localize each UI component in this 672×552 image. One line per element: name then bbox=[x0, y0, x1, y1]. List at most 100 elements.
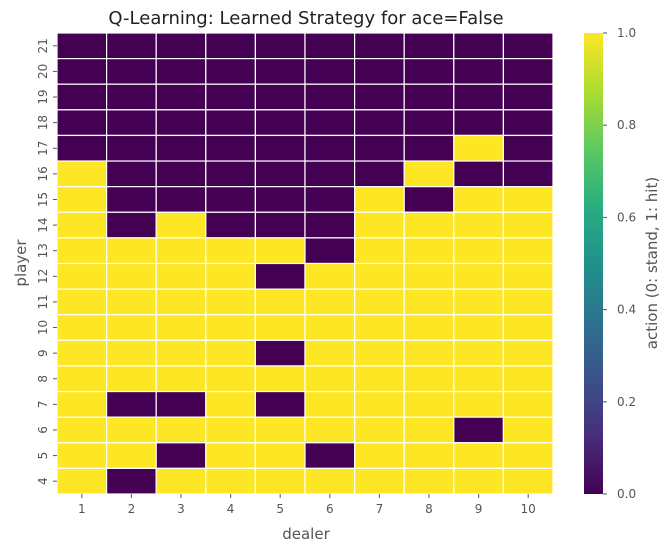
y-tick-label: 9 bbox=[36, 349, 50, 357]
heatmap-cell bbox=[354, 237, 405, 265]
heatmap-cell bbox=[304, 288, 356, 316]
x-tick-label: 2 bbox=[128, 502, 136, 516]
heatmap-cell bbox=[155, 83, 207, 111]
heatmap-cell bbox=[205, 32, 257, 60]
x-tick-label: 8 bbox=[425, 502, 433, 516]
heatmap-cell bbox=[304, 186, 356, 213]
heatmap-cell bbox=[105, 237, 157, 265]
x-tick-label: 1 bbox=[78, 502, 86, 516]
heatmap-cell bbox=[403, 32, 455, 60]
heatmap-cell bbox=[205, 186, 257, 213]
heatmap-cell bbox=[205, 109, 257, 137]
colorbar: 0.0 0.2 0.4 0.6 0.8 1.0 action (0: stand, 1: … bbox=[584, 26, 661, 501]
heatmap-cell bbox=[502, 288, 554, 316]
heatmap-cell bbox=[304, 390, 356, 418]
heatmap-cell bbox=[354, 390, 405, 418]
colorbar-ticks: 0.0 0.2 0.4 0.6 0.8 1.0 bbox=[603, 26, 636, 501]
heatmap-cell bbox=[105, 288, 157, 316]
heatmap-cell bbox=[155, 211, 207, 239]
y-tick-label: 10 bbox=[36, 320, 50, 335]
heatmap-cell bbox=[56, 134, 108, 162]
heatmap-cell bbox=[354, 83, 405, 111]
heatmap-cell bbox=[304, 211, 356, 239]
y-tick-label: 15 bbox=[36, 192, 50, 207]
heatmap-cell bbox=[105, 314, 157, 341]
y-tick-label: 20 bbox=[36, 64, 50, 79]
y-tick-label: 21 bbox=[36, 38, 50, 53]
heatmap-cell bbox=[304, 416, 356, 444]
heatmap-cell bbox=[403, 339, 455, 367]
y-tick-label: 16 bbox=[36, 166, 50, 181]
x-axis-label: dealer bbox=[282, 525, 330, 543]
heatmap-cell bbox=[453, 365, 504, 393]
heatmap-cell bbox=[354, 262, 405, 290]
heatmap-cell bbox=[354, 365, 405, 393]
heatmap-cell bbox=[453, 288, 504, 316]
heatmap-cell bbox=[205, 160, 257, 188]
colorbar-tick-label: 0.8 bbox=[617, 118, 636, 132]
heatmap-cell bbox=[502, 314, 554, 341]
heatmap-cell bbox=[56, 211, 108, 239]
heatmap-cell bbox=[56, 390, 108, 418]
heatmap-cell bbox=[354, 58, 405, 85]
heatmap-cell bbox=[453, 32, 504, 60]
heatmap-cell bbox=[155, 288, 207, 316]
heatmap-cell bbox=[502, 32, 554, 60]
y-axis-ticks: 21 20 19 18 17 16 15 14 13 12 11 10 9 8 7 6 5 4 bbox=[36, 38, 57, 485]
x-tick-label: 6 bbox=[326, 502, 334, 516]
heatmap-cell bbox=[304, 339, 356, 367]
heatmap-cell bbox=[403, 365, 455, 393]
heatmap-cell bbox=[205, 58, 257, 85]
heatmap-cell bbox=[254, 58, 306, 85]
colorbar-tick-label: 0.0 bbox=[617, 487, 636, 501]
heatmap-cell bbox=[155, 365, 207, 393]
heatmap-cell bbox=[155, 262, 207, 290]
heatmap-cell bbox=[502, 442, 554, 469]
x-axis-ticks: 1 2 3 4 5 6 7 8 9 10 bbox=[78, 494, 536, 516]
heatmap-cell bbox=[155, 314, 207, 341]
heatmap-cell bbox=[502, 262, 554, 290]
heatmap-cell bbox=[155, 58, 207, 85]
heatmap-cell bbox=[304, 32, 356, 60]
heatmap-cell bbox=[403, 83, 455, 111]
heatmap-cell bbox=[105, 109, 157, 137]
x-tick-label: 7 bbox=[376, 502, 384, 516]
heatmap-cell bbox=[56, 58, 108, 85]
heatmap-cell bbox=[354, 339, 405, 367]
heatmap-cell bbox=[56, 416, 108, 444]
heatmap-cell bbox=[155, 237, 207, 265]
heatmap-cell bbox=[105, 390, 157, 418]
heatmap-cell bbox=[502, 109, 554, 137]
heatmap-cell bbox=[403, 211, 455, 239]
heatmap-cell bbox=[254, 339, 306, 367]
heatmap-cell bbox=[304, 365, 356, 393]
heatmap-cell bbox=[304, 467, 356, 495]
heatmap-cell bbox=[254, 237, 306, 265]
heatmap-cell bbox=[403, 186, 455, 213]
heatmap-cell bbox=[502, 186, 554, 213]
y-axis-label: player bbox=[12, 239, 30, 287]
heatmap-cell bbox=[56, 365, 108, 393]
y-tick-label: 11 bbox=[36, 294, 50, 309]
colorbar-gradient bbox=[584, 33, 603, 494]
heatmap-cell bbox=[254, 442, 306, 469]
heatmap-cell bbox=[354, 134, 405, 162]
colorbar-tick-label: 0.6 bbox=[617, 210, 636, 224]
x-tick-label: 10 bbox=[521, 502, 536, 516]
y-tick-label: 7 bbox=[36, 401, 50, 409]
heatmap-cell bbox=[254, 467, 306, 495]
heatmap-cells bbox=[56, 32, 554, 495]
heatmap-cell bbox=[354, 109, 405, 137]
x-tick-label: 4 bbox=[227, 502, 235, 516]
heatmap-cell bbox=[254, 134, 306, 162]
heatmap-cell bbox=[56, 339, 108, 367]
heatmap-cell bbox=[502, 160, 554, 188]
heatmap-cell bbox=[354, 467, 405, 495]
heatmap-cell bbox=[304, 314, 356, 341]
heatmap-cell bbox=[56, 186, 108, 213]
heatmap-cell bbox=[205, 339, 257, 367]
heatmap-cell bbox=[502, 416, 554, 444]
heatmap-cell bbox=[453, 262, 504, 290]
heatmap-cell bbox=[105, 134, 157, 162]
y-tick-label: 5 bbox=[36, 452, 50, 460]
